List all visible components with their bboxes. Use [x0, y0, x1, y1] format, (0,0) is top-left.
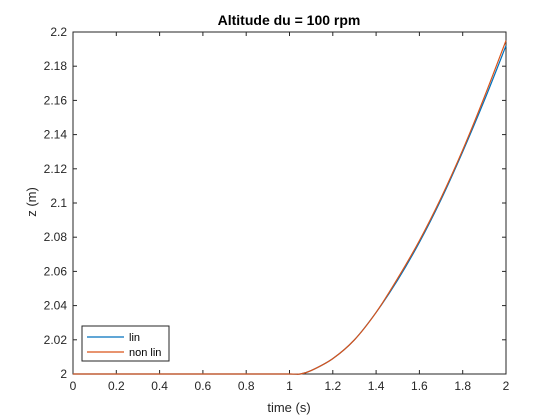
x-tick-label: 1.4	[368, 379, 385, 393]
y-tick-label: 2.04	[44, 299, 68, 313]
x-tick-label: 2	[503, 379, 510, 393]
x-tick-label: 1	[286, 379, 293, 393]
legend-box	[81, 325, 170, 362]
x-tick-label: 0.8	[238, 379, 255, 393]
y-tick-label: 2.16	[44, 93, 68, 107]
plot-area: 0 0.2 0.4 0.6 0.8 1 1.2 1.4 1.6 1.8 2 2 2.02 2.04 2.06…	[44, 25, 510, 393]
y-tick-label: 2.2	[50, 25, 67, 39]
x-tick-label: 0.4	[151, 379, 168, 393]
y-tick-label: 2	[60, 367, 67, 381]
x-tick-label: 1.2	[324, 379, 341, 393]
y-tick-label: 2.1	[50, 196, 67, 210]
y-tick-label: 2.02	[44, 333, 68, 347]
series-line-non-lin	[72, 40, 507, 375]
y-axis-label: z (m)	[24, 187, 39, 217]
y-tick-label: 2.06	[44, 264, 68, 278]
y-tick-label: 2.12	[44, 162, 68, 176]
x-tick-label: 1.8	[454, 379, 471, 393]
x-axis-label: time (s)	[267, 400, 310, 415]
x-tick-label: 0.6	[195, 379, 212, 393]
axes-box	[72, 31, 507, 375]
x-tick-label: 1.6	[411, 379, 428, 393]
x-tick-label: 0.2	[108, 379, 125, 393]
y-tick-label: 2.18	[44, 59, 68, 73]
y-tick-label: 2.14	[44, 128, 68, 142]
legend-entry: non lin	[129, 347, 161, 359]
legend-entry: lin	[129, 332, 140, 344]
x-tick-label: 0	[70, 379, 77, 393]
chart-title: Altitude du = 100 rpm	[218, 12, 361, 28]
y-tick-label: 2.08	[44, 230, 68, 244]
